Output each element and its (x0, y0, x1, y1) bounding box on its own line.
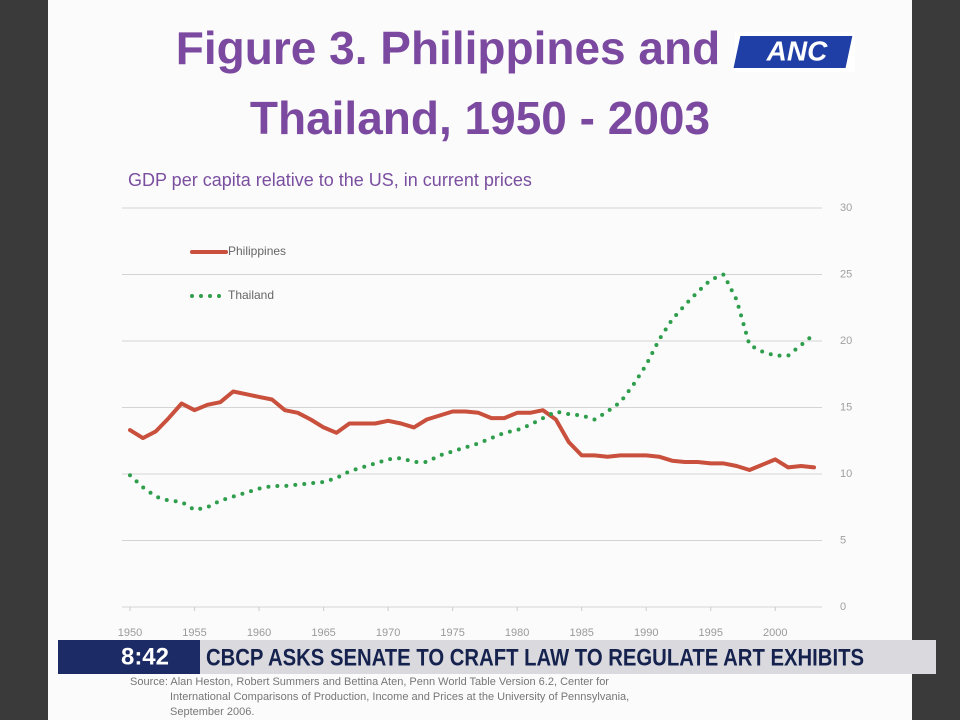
y-tick-label: 10 (840, 468, 852, 480)
legend-label: Philippines (228, 244, 286, 258)
x-tick-label: 1970 (376, 627, 400, 639)
title-line: Thailand, 1950 - 2003 (250, 92, 710, 144)
y-tick-label: 5 (840, 534, 846, 546)
logo: ANC (733, 32, 855, 72)
chart: 0 5 10 15 20 25 30 1950 1955 1960 1965 1970 1975 1980… (118, 202, 852, 639)
x-tick-label: 1960 (247, 627, 271, 639)
ticker-time: 8:42 (121, 643, 169, 670)
ticker-headline: CBCP ASKS SENATE TO CRAFT LAW TO REGULAT… (206, 644, 864, 671)
title-line: Figure 3. Philippines and (176, 22, 720, 74)
y-tick-label: 25 (840, 268, 852, 280)
x-tick-label: 1980 (505, 627, 529, 639)
y-tick-label: 30 (840, 202, 852, 214)
logo-box (733, 36, 853, 68)
series-line (128, 272, 816, 512)
x-tick-label: 1995 (699, 627, 723, 639)
y-tick-label: 15 (840, 401, 852, 413)
x-tick-label: 2000 (763, 627, 787, 639)
ticker: 8:42 CBCP ASKS SENATE TO CRAFT LAW TO RE… (58, 640, 936, 674)
x-tick-label: 1965 (311, 627, 335, 639)
y-tick-label: 20 (840, 335, 852, 347)
x-tick-label: 1955 (182, 627, 206, 639)
y-tick-label: 0 (840, 601, 846, 613)
subtitle: GDP per capita relative to the US, in cu… (128, 170, 532, 190)
legend-label: Thailand (228, 288, 274, 302)
ticker-bg (58, 640, 936, 674)
source-line: September 2006. (170, 706, 254, 718)
source: Source: Alan Heston, Robert Summers and … (130, 676, 629, 718)
x-tick-label: 1985 (569, 627, 593, 639)
x-tick-label: 1990 (634, 627, 658, 639)
source-line: Source: Alan Heston, Robert Summers and … (130, 676, 609, 688)
logo-text: ANC (766, 35, 828, 66)
ticker-time-bg (58, 640, 200, 674)
series-line (128, 389, 816, 472)
x-tick-label: 1950 (118, 627, 142, 639)
x-tick-label: 1975 (440, 627, 464, 639)
source-line: International Comparisons of Production,… (170, 691, 629, 703)
slide (48, 0, 912, 720)
